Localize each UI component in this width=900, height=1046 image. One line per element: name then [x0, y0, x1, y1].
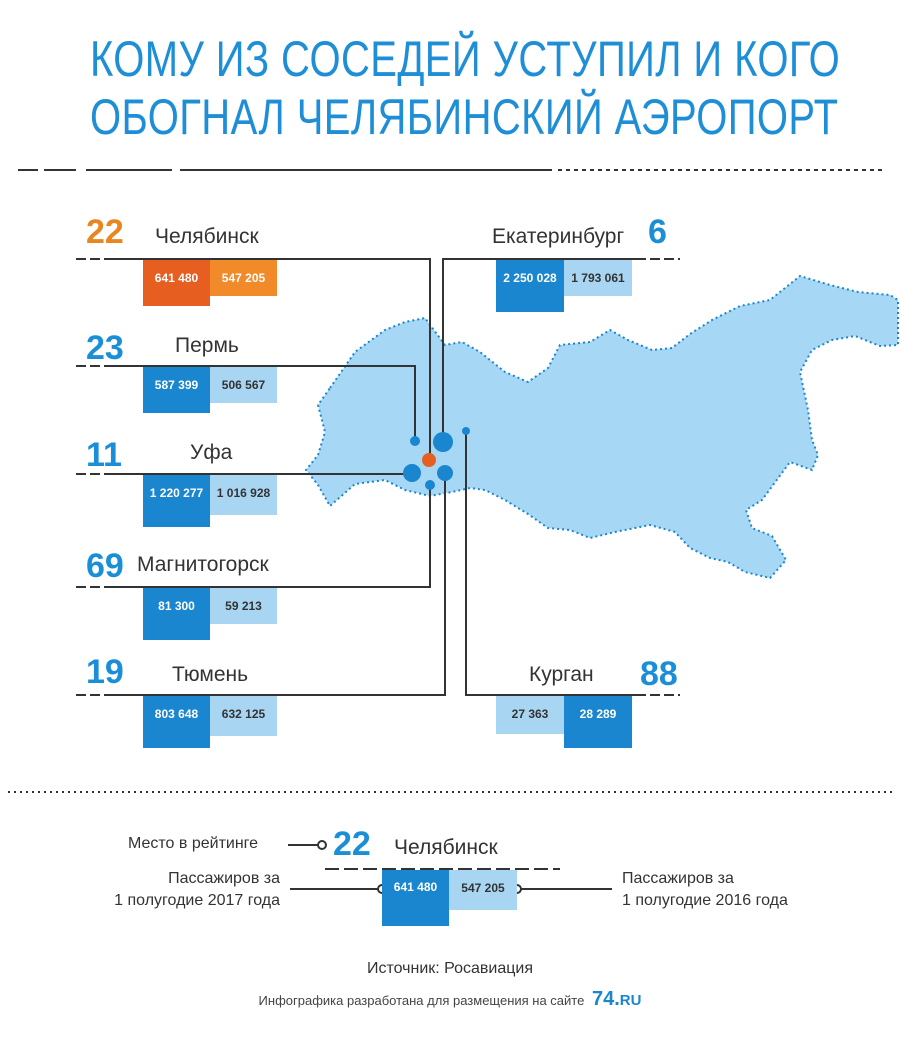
bar-2017-chelyabinsk: 641 480 — [143, 260, 210, 306]
rank-tyumen: 19 — [86, 653, 124, 691]
rank-ufa: 11 — [86, 436, 122, 474]
city-name-kurgan: Курган — [529, 663, 594, 686]
rank-magnitogorsk: 69 — [86, 547, 124, 585]
city-name-magnitogorsk: Магнитогорск — [137, 553, 269, 576]
bar-2016-tyumen: 632 125 — [210, 696, 277, 736]
legend-bar-2017: 641 480 — [382, 870, 449, 926]
connector-lines — [76, 258, 680, 696]
dot-ekaterinburg — [433, 432, 453, 452]
rank-perm: 23 — [86, 329, 124, 367]
legend-2016-label-1: Пассажиров за — [622, 870, 734, 887]
dot-tyumen — [437, 465, 453, 481]
city-name-tyumen: Тюмень — [172, 663, 249, 686]
legend-bar-2016: 547 205 — [449, 870, 517, 910]
bar-2016-ufa: 1 016 928 — [210, 475, 277, 515]
legend-2016-label-2: 1 полугодие 2016 года — [622, 892, 788, 909]
legend-rank-label: Место в рейтинге — [128, 835, 259, 852]
bar-2017-ekaterinburg: 2 250 028 — [496, 260, 564, 312]
bar-2017-tyumen: 803 648 — [143, 696, 210, 748]
legend-2017-label-2: 1 полугодие 2017 года — [114, 892, 280, 909]
legend-2017-label-1: Пассажиров за — [168, 870, 280, 887]
city-name-ekaterinburg: Екатеринбург — [492, 225, 625, 248]
dot-kurgan — [462, 427, 470, 435]
bar-2016-magnitogorsk: 59 213 — [210, 588, 277, 624]
logo-number: 74. — [591, 988, 620, 1010]
bar-2016-chelyabinsk: 547 205 — [210, 260, 277, 296]
bar-2017-perm: 587 399 — [143, 367, 210, 413]
dot-magnitogorsk — [425, 480, 435, 490]
site-logo[interactable]: 74.RU — [592, 988, 641, 1010]
source-text: Источник: Росавиация — [366, 960, 534, 977]
page-title: КОМУ ИЗ СОСЕДЕЙ УСТУПИЛ И КОГО ОБОГНАЛ Ч… — [90, 30, 841, 146]
bar-2017-kurgan: 28 289 — [564, 696, 632, 748]
city-name-perm: Пермь — [175, 334, 239, 357]
rank-ekaterinburg: 6 — [648, 213, 667, 251]
dot-perm — [410, 436, 420, 446]
title-line-2: ОБОГНАЛ ЧЕЛЯБИНСКИЙ АЭРОПОРТ — [90, 89, 839, 145]
rank-chelyabinsk: 22 — [86, 213, 124, 251]
legend-rank: 22 — [333, 825, 371, 863]
legend-city: Челябинск — [394, 836, 498, 859]
bar-2017-magnitogorsk: 81 300 — [143, 588, 210, 640]
logo-ru: RU — [619, 992, 642, 1009]
title-line-1: КОМУ ИЗ СОСЕДЕЙ УСТУПИЛ И КОГО — [90, 31, 841, 87]
bar-2016-kurgan: 27 363 — [496, 696, 564, 734]
russia-map — [304, 274, 899, 580]
credit-line: Инфографика разработана для размещения н… — [0, 988, 900, 1011]
rank-kurgan: 88 — [640, 655, 678, 693]
bar-2016-ekaterinburg: 1 793 061 — [564, 260, 632, 296]
dot-ufa — [403, 464, 421, 482]
dot-chelyabinsk — [422, 453, 436, 467]
city-name-ufa: Уфа — [190, 441, 233, 464]
bar-2017-ufa: 1 220 277 — [143, 475, 210, 527]
city-dots — [403, 427, 470, 490]
credit-text: Инфографика разработана для размещения н… — [258, 993, 585, 1008]
city-name-chelyabinsk: Челябинск — [155, 225, 259, 248]
bar-2016-perm: 506 567 — [210, 367, 277, 403]
